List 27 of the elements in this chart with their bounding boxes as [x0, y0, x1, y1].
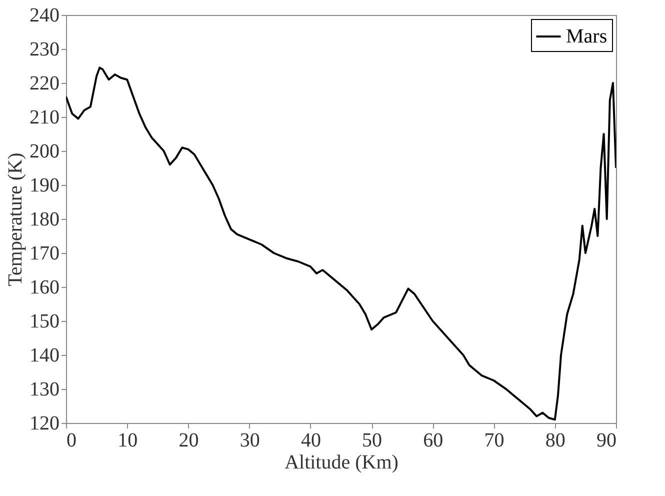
y-tick-label: 240 [30, 4, 60, 26]
x-tick-label: 40 [300, 430, 321, 452]
x-tick-label: 90 [596, 430, 616, 452]
x-axis-title: Altitude (Km) [284, 452, 398, 474]
x-tick-label: 20 [178, 430, 199, 452]
y-tick-label: 160 [30, 276, 60, 298]
y-tick-label: 180 [30, 208, 60, 230]
x-tick-label: 80 [545, 430, 566, 452]
y-tick-label: 190 [30, 174, 60, 196]
x-tick-label: 0 [66, 430, 76, 452]
y-tick-label: 150 [30, 310, 60, 332]
y-tick-label: 170 [30, 242, 60, 264]
y-tick-label: 140 [30, 344, 60, 366]
line-series [66, 66, 616, 421]
x-tick-label: 60 [423, 430, 444, 452]
legend-label: Mars [566, 26, 608, 48]
y-tick-label: 200 [30, 140, 60, 162]
y-tick-label: 220 [30, 72, 60, 94]
y-tick-label: 120 [30, 412, 60, 434]
x-tick-label: 30 [240, 430, 260, 452]
x-tick-label: 50 [362, 430, 382, 452]
y-tick-label: 210 [30, 106, 60, 128]
y-tick-label: 230 [30, 38, 60, 60]
y-axis-title: Temperature (K) [4, 152, 26, 286]
x-tick-label: 70 [484, 430, 504, 452]
y-tick-label: 130 [30, 378, 60, 400]
x-tick-label: 10 [118, 430, 138, 452]
